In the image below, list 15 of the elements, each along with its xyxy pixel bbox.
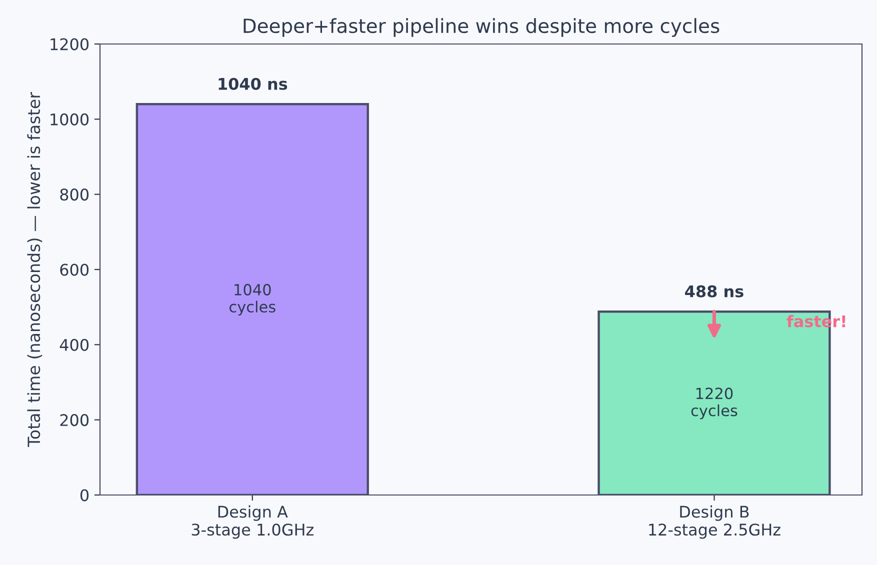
y-tick-label: 400 [60, 338, 89, 351]
y-axis-title: Total time (nanoseconds) — lower is faster [27, 92, 42, 448]
y-tick-label: 1200 [50, 38, 89, 50]
y-tick-label: 600 [60, 264, 89, 276]
y-tick-label: 1000 [50, 113, 89, 126]
data-label: 488 ns [685, 285, 744, 298]
data-label: 1040 ns [218, 78, 288, 90]
x-tick-label: Design B 12-stage 2.5GHz [649, 505, 780, 539]
x-tick-label: Design A 3-stage 1.0GHz [192, 505, 314, 539]
y-tick-label: 0 [80, 489, 89, 502]
annotation: 1220 cycles [691, 388, 738, 420]
chart-title: Deeper+faster pipeline wins despite more cycles [244, 18, 720, 37]
y-tick-label: 800 [60, 188, 89, 201]
y-tick-label: 200 [60, 414, 89, 426]
annotation: 1040 cycles [230, 284, 276, 316]
